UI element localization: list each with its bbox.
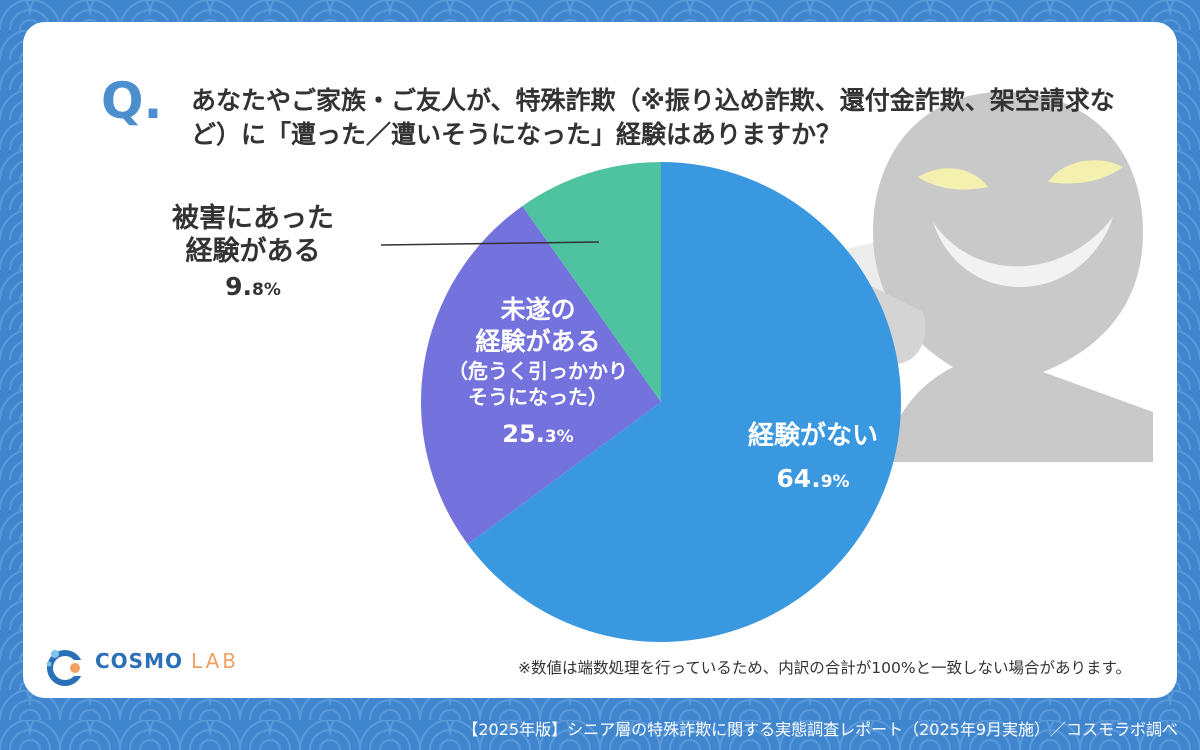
callout-damaged: 被害にあった 経験がある 9.8% <box>143 202 363 301</box>
pie-slice-attempted <box>420 206 661 545</box>
pie-slice-none <box>467 162 901 643</box>
slice-value-damaged: 9.8% <box>225 272 281 301</box>
pie-chart <box>380 162 901 643</box>
logo-mark-icon <box>46 650 87 686</box>
slice-label-none: 経験がない 64.9% <box>713 420 913 493</box>
question-text: あなたやご家族・ご友人が、特殊詐欺（※振り込め詐欺、還付金詐欺、架空請求など）に… <box>191 86 1115 149</box>
callout-leader-line <box>380 241 600 246</box>
logo-wordmark: COSMO LAB <box>95 649 240 673</box>
pie-slice-damaged <box>522 162 661 402</box>
question-mark: Q. <box>101 72 163 130</box>
slice-label-damaged: 被害にあった 経験がある <box>172 203 334 267</box>
slice-label-attempted: 未遂の 経験がある （危うく引っかかり そうになった） 25.3% <box>418 294 658 448</box>
footer-source: 【2025年版】シニア層の特殊詐欺に関する実態調査レポート（2025年9月実施）… <box>462 720 1178 739</box>
cosmo-lab-logo: COSMO LAB <box>45 646 265 686</box>
slice-value-none: 64.9% <box>776 464 850 493</box>
slice-sublabel-attempted: （危うく引っかかり そうになった） <box>448 359 628 409</box>
content-card: Q. あなたやご家族・ご友人が、特殊詐欺（※振り込め詐欺、還付金詐欺、架空請求な… <box>23 22 1177 698</box>
rounding-note: ※数値は端数処理を行っているため、内訳の合計が100%と一致しない場合があります… <box>518 659 1131 677</box>
slice-value-attempted: 25.3% <box>502 420 574 448</box>
